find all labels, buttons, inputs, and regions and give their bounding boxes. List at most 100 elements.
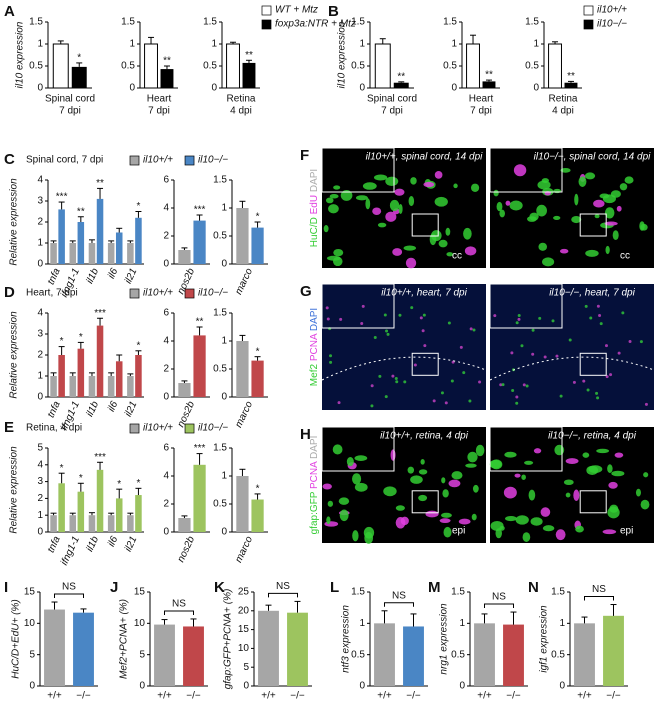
- y-tick-label: 0: [37, 392, 43, 403]
- y-tick-label: 4: [163, 471, 169, 482]
- inset-region: [411, 213, 439, 237]
- y-tick-label: 0.5: [213, 364, 227, 375]
- cell: [425, 510, 439, 518]
- bar: [77, 222, 85, 264]
- cell: [536, 204, 547, 217]
- cell: [611, 470, 625, 477]
- cell: [582, 452, 590, 458]
- y-tick-label: 0.5: [451, 649, 465, 660]
- legend-swatch: [129, 423, 140, 434]
- y-tick-label: 0: [221, 392, 227, 403]
- cell: [619, 183, 628, 191]
- significance-label: NS: [172, 599, 186, 610]
- cell: [325, 197, 334, 204]
- cell: [565, 458, 579, 464]
- cell: [575, 525, 584, 533]
- cell: [496, 201, 503, 212]
- x-tick-label: tnfa: [46, 534, 63, 554]
- x-axis-label: 4 dpi: [230, 106, 252, 117]
- cell: [578, 176, 587, 187]
- cell: [499, 525, 505, 531]
- legend-label: il10+/+: [143, 423, 173, 434]
- bar: [127, 243, 134, 264]
- inset-region: [579, 352, 607, 376]
- y-axis-label: il10 expression: [15, 21, 26, 88]
- bar: [144, 43, 158, 89]
- x-tick-label: il6: [106, 399, 120, 413]
- significance-label: *: [117, 479, 121, 490]
- cell: [398, 313, 402, 317]
- significance-label: *: [136, 201, 140, 212]
- cell: [604, 207, 615, 219]
- cell: [362, 182, 377, 190]
- bar: [374, 623, 395, 686]
- legend-swatch: [261, 19, 272, 30]
- cell: [609, 373, 613, 377]
- cell: [383, 486, 397, 497]
- x-axis-label: Spinal cord: [367, 94, 417, 105]
- cell: [521, 474, 526, 480]
- x-axis-label: 7 dpi: [59, 106, 81, 117]
- channel-name: gfap:GFP: [309, 489, 320, 534]
- legend-label: il10+/+: [597, 5, 627, 16]
- bar: [466, 43, 480, 89]
- y-tick-label: 4: [37, 308, 43, 319]
- significance-label: *: [136, 478, 140, 489]
- y-axis-label: ntf3 expression: [341, 605, 352, 673]
- y-tick-label: 0: [37, 83, 43, 94]
- legend-swatch: [184, 423, 195, 434]
- x-tick-label: il21: [123, 267, 140, 286]
- y-tick-label: 0.5: [443, 61, 457, 72]
- y-tick-label: 6: [163, 308, 169, 319]
- bar: [115, 498, 123, 532]
- cell: [584, 172, 596, 180]
- cell: [410, 475, 423, 484]
- cell: [499, 209, 505, 218]
- cell: [617, 351, 621, 355]
- image-title: il10+/+, heart, 7 dpi: [381, 288, 467, 299]
- y-axis-label: Relative expression: [9, 178, 20, 266]
- y-tick-label: 5: [37, 443, 43, 454]
- bar: [251, 360, 264, 397]
- cell: [443, 526, 452, 538]
- cell: [493, 314, 497, 318]
- y-tick-label: 1: [359, 618, 365, 629]
- significance-label: *: [136, 340, 140, 351]
- cell: [584, 304, 588, 308]
- x-axis-label: Heart: [469, 94, 494, 105]
- x-tick-label: +/+: [47, 691, 62, 702]
- image-title: il10−/−, spinal cord, 14 dpi: [534, 152, 652, 163]
- cell: [438, 239, 448, 248]
- y-tick-label: 2: [163, 499, 169, 510]
- cell: [355, 195, 368, 201]
- cell: [467, 451, 478, 463]
- y-tick-label: 0: [163, 259, 169, 270]
- cell: [515, 395, 519, 399]
- cell: [441, 477, 446, 484]
- cell: [472, 328, 476, 332]
- bar: [183, 626, 204, 686]
- x-axis-label: 7 dpi: [148, 106, 170, 117]
- cell: [599, 193, 610, 199]
- y-tick-label: 5: [29, 649, 35, 660]
- cell: [442, 489, 449, 498]
- cell: [465, 463, 477, 468]
- x-axis-label: Retina: [227, 94, 256, 105]
- panel-letter: J: [110, 579, 118, 596]
- y-tick-label: 1: [37, 510, 43, 521]
- cell: [470, 183, 480, 192]
- bar: [58, 483, 65, 532]
- image-label: cc: [620, 251, 630, 262]
- cell: [391, 374, 395, 378]
- y-tick-label: 6: [163, 175, 169, 186]
- legend-label: il10−/−: [198, 288, 228, 299]
- panel-letter: F: [300, 147, 309, 164]
- y-tick-label: 0: [243, 681, 249, 692]
- bar: [69, 376, 77, 397]
- y-tick-label: 0: [359, 83, 365, 94]
- y-tick-label: 2: [37, 217, 43, 228]
- cell: [604, 221, 618, 226]
- y-axis-label: HuC/D+EdU+ (%): [11, 599, 22, 678]
- cell: [325, 306, 329, 310]
